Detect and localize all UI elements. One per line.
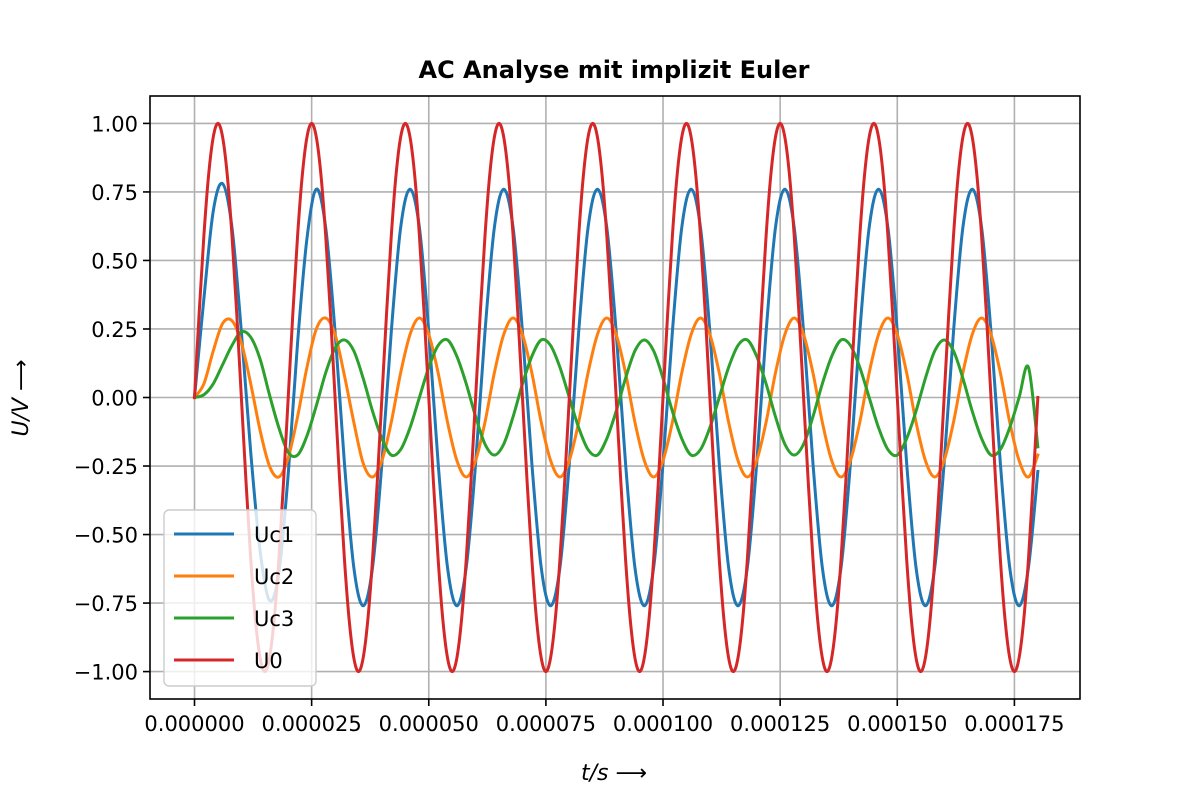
y-tick-label: −0.25 [74,455,138,479]
y-tick-label: 0.00 [91,387,138,411]
legend-label-uc1: Uc1 [254,523,294,547]
x-tick-label: 0.000100 [613,712,713,736]
chart-title: AC Analyse mit implizit Euler [419,56,810,84]
y-tick-label: −1.00 [74,661,138,685]
legend-label-u0: U0 [254,649,283,673]
x-tick-label: 0.000025 [262,712,362,736]
x-tick-label: 0.000125 [730,712,830,736]
y-tick-label: 1.00 [91,112,138,136]
series-line-uc2 [192,316,1040,479]
plot-series [192,121,1040,674]
x-tick-label: 0.000150 [847,712,947,736]
y-tick-label: 0.50 [91,249,138,273]
axis-ticks: 0.000000 0.000025 0.000050 0.000075 0.000100… [74,112,1065,736]
x-tick-label: 0.000000 [144,712,244,736]
y-tick-label: 0.75 [91,181,138,205]
x-tick-label: 0.000175 [964,712,1064,736]
legend-label-uc2: Uc2 [254,565,294,589]
legend-frame [163,509,317,687]
legend: Uc1 Uc2 Uc3 U0 [163,509,317,687]
y-axis-label: U/V ⟶ [9,359,34,436]
legend-label-uc3: Uc3 [254,607,294,631]
x-axis-label: t/s ⟶ [581,761,647,786]
x-tick-label: 0.000050 [379,712,479,736]
y-tick-label: 0.25 [91,318,138,342]
series-line-u0 [192,121,1040,674]
y-tick-label: −0.50 [74,524,138,548]
legend-items: Uc1 Uc2 Uc3 U0 [174,523,294,673]
x-tick-label: 0.000075 [496,712,596,736]
grid-lines [150,96,1080,699]
y-tick-label: −0.75 [74,592,138,616]
